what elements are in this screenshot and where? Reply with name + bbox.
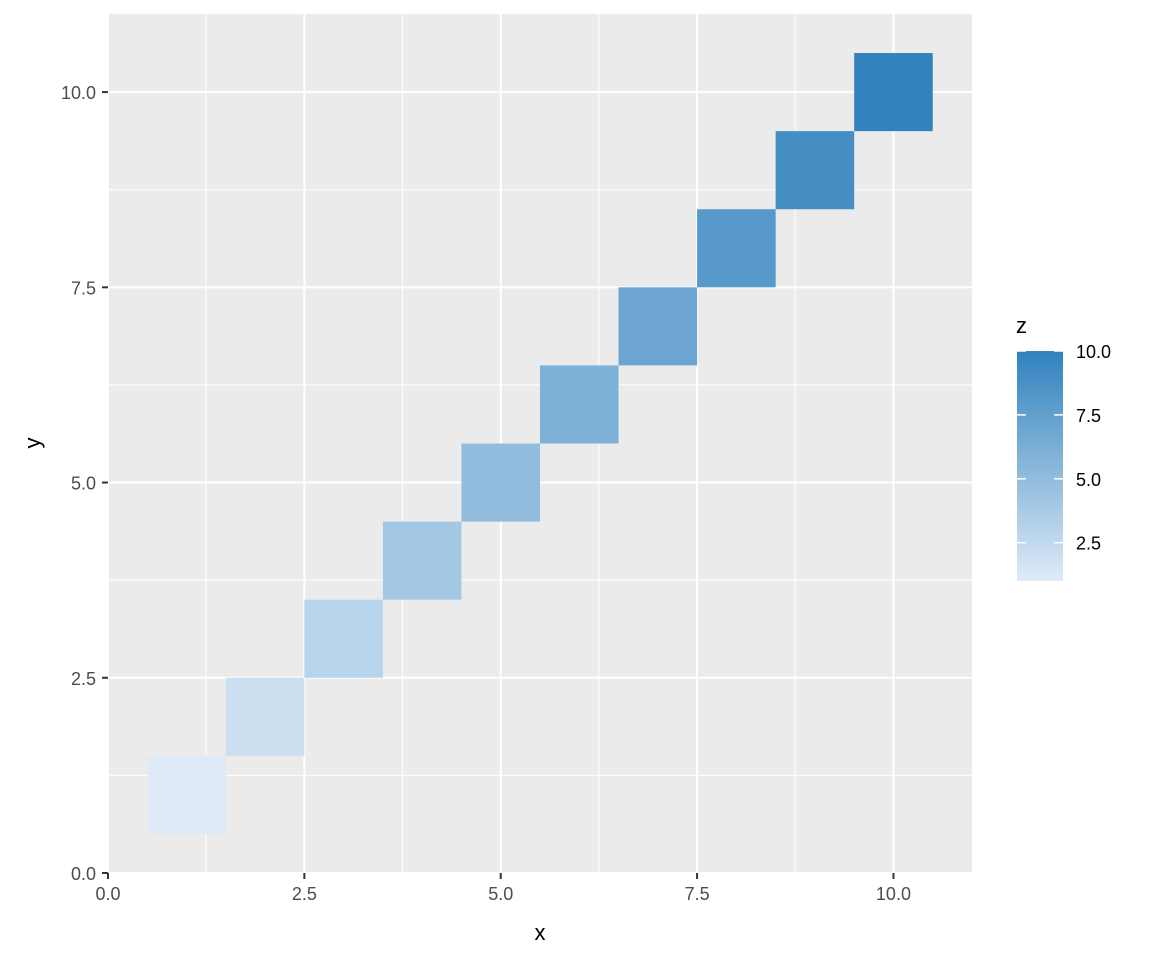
heatmap-tile (147, 755, 226, 834)
axes: 0.0 2.5 5.0 7.5 10.0 0.0 2.5 5.0 7.5 10.0 (61, 83, 911, 904)
legend-title: z (1016, 313, 1027, 338)
legend-label: 10.0 (1076, 342, 1111, 362)
heatmap-tile (618, 287, 698, 366)
y-tick-label: 7.5 (71, 278, 96, 298)
heatmap-tile (461, 443, 540, 522)
heatmap-tile (697, 209, 776, 288)
x-tick-label: 5.0 (488, 884, 513, 904)
legend-label: 2.5 (1076, 534, 1101, 554)
y-axis-title: y (20, 438, 45, 449)
x-tick-label: 7.5 (685, 884, 710, 904)
tiles (147, 53, 933, 834)
x-tick-label: 0.0 (95, 884, 120, 904)
legend-label: 7.5 (1076, 406, 1101, 426)
legend-ticks: 10.0 7.5 5.0 2.5 (1017, 342, 1111, 554)
heatmap-tile (382, 521, 462, 600)
y-tick-label: 2.5 (71, 669, 96, 689)
legend-label: 5.0 (1076, 470, 1101, 490)
heatmap-tile (540, 365, 619, 444)
heatmap-tile (854, 53, 933, 132)
x-tick-label: 2.5 (292, 884, 317, 904)
x-tick-label: 10.0 (876, 884, 911, 904)
legend-colorbar (1017, 351, 1063, 581)
y-tick-label: 10.0 (61, 83, 96, 103)
heatmap-tile (775, 131, 855, 210)
x-axis-title: x (535, 920, 546, 945)
heatmap-tile (225, 677, 305, 756)
legend: z 10.0 7.5 5.0 2.5 (1016, 313, 1111, 581)
heatmap-tile (304, 599, 383, 678)
y-tick-label: 5.0 (71, 474, 96, 494)
y-tick-label: 0.0 (71, 864, 96, 884)
